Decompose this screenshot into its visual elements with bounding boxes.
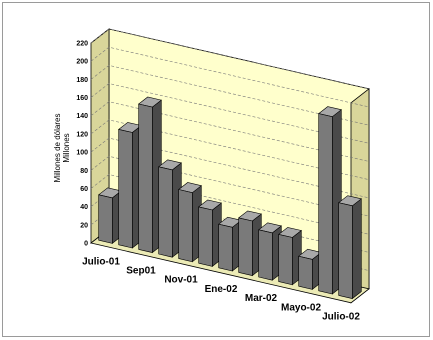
bar-8 [258,222,282,281]
bar-0 [98,187,122,245]
bar-front [138,103,153,253]
x-tick-label: Sep01 [126,266,156,277]
y-axis-label: Millones de dólares [53,114,62,183]
bar-front [278,234,293,286]
x-tick-label: Mar-02 [245,293,278,304]
bar-front [158,166,173,258]
y-tick-label: 20 [80,222,88,229]
x-tick-label: Mayo-02 [281,302,321,313]
bar-10 [298,248,322,291]
bar-front [118,129,133,249]
bar-4 [178,182,202,263]
y-tick-label: 0 [84,241,88,248]
x-tick-label: Julio-02 [322,312,360,323]
y-tick-label: 200 [76,59,88,66]
y-tick-label: 160 [76,95,88,102]
y-tick-label: 140 [76,113,88,120]
bar-front [198,206,213,267]
bar-front [338,202,353,299]
bar-front [178,189,193,263]
bar-12 [338,195,362,300]
bar-front [218,223,233,272]
bar-3 [158,159,182,258]
y-axis-label: Millones [62,133,71,162]
bar-front [298,255,313,290]
bar-9 [278,227,302,286]
bar-front [238,217,253,276]
y-tick-label: 120 [76,131,88,138]
bar-6 [218,216,242,272]
y-tick-label: 220 [76,41,88,48]
bar-side [351,198,362,300]
y-tick-label: 100 [76,150,88,157]
bar-chart-3d: 0 20 40 60 80 100 120 140 160 180 200 220 Julio-01 S… [53,28,370,323]
gridline-4 [90,155,370,217]
bar-1 [118,122,142,249]
gridline-10 [90,46,370,108]
bar-7 [238,210,262,277]
x-tick-label: Ene-02 [205,284,238,295]
y-tick-label: 180 [76,77,88,84]
gridline-7 [90,101,370,162]
gridline-3 [90,174,370,235]
y-tick-label: 80 [80,168,88,175]
y-tick-label: 60 [80,186,88,193]
bar-2 [138,96,162,254]
gridline-6 [90,119,370,180]
bar-11 [318,106,342,295]
chart-frame: 0 20 40 60 80 100 120 140 160 180 200 220 Julio-01 S… [2,2,430,337]
bar-front [258,229,273,281]
gridline-5 [90,137,370,199]
gridline-8 [90,83,370,144]
bar-front [98,194,113,244]
gridline-11 [90,28,370,90]
bar-front [318,113,333,295]
x-tick-label: Nov-01 [164,275,198,286]
bar-5 [198,199,222,268]
x-tick-label: Julio-01 [82,256,120,267]
y-tick-label: 40 [80,204,88,211]
gridline-9 [90,65,370,126]
